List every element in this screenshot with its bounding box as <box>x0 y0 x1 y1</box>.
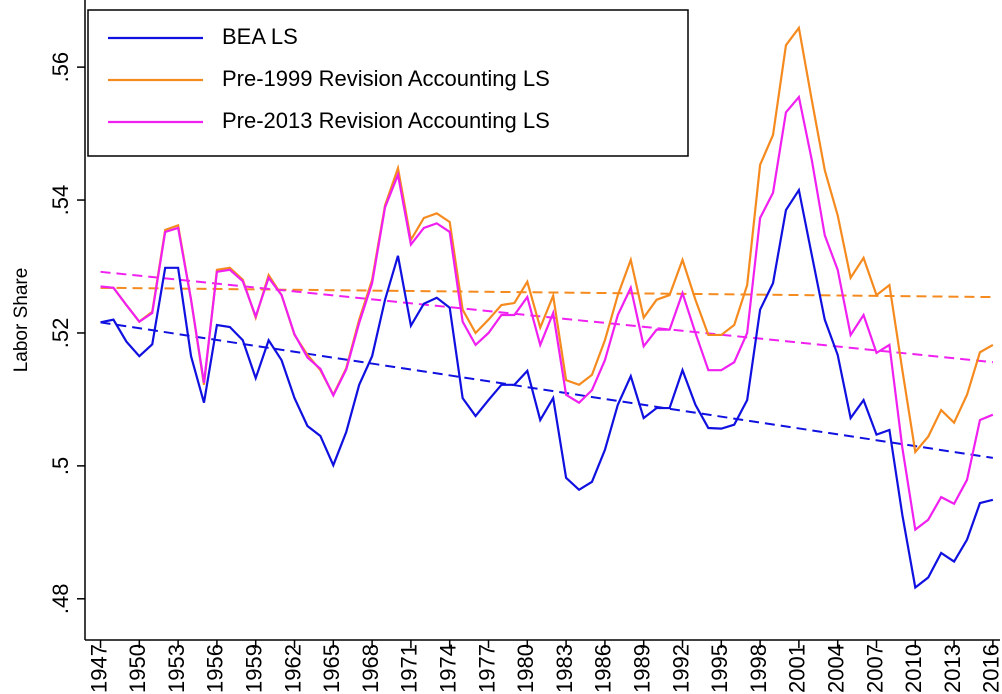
legend-label: BEA LS <box>222 24 298 49</box>
y-tick-label: .54 <box>48 185 73 216</box>
x-tick-label: 2004 <box>824 644 849 693</box>
x-tick-label: 1947 <box>86 644 111 693</box>
trend-line <box>100 286 993 299</box>
x-tick-label: 1995 <box>707 644 732 693</box>
x-tick-label: 1998 <box>746 644 771 693</box>
x-tick-label: 1983 <box>552 644 577 693</box>
x-tick-label: 1965 <box>319 644 344 693</box>
x-tick-label: 1953 <box>164 644 189 693</box>
series-line <box>100 94 994 532</box>
x-tick-label: 2007 <box>862 644 887 693</box>
x-tick-label: 1989 <box>630 644 655 693</box>
legend-label: Pre-1999 Revision Accounting LS <box>222 66 550 91</box>
series-line <box>100 187 994 590</box>
y-axis-label: Labor Share <box>11 268 32 373</box>
x-tick-label: 1956 <box>203 644 228 693</box>
x-tick-label: 1962 <box>280 644 305 693</box>
y-tick-label: .48 <box>48 583 73 614</box>
x-tick-label: 1974 <box>436 644 461 693</box>
x-tick-label: 1959 <box>242 644 267 693</box>
y-tick-label: .5 <box>48 457 73 475</box>
y-tick-label: .52 <box>48 318 73 349</box>
x-tick-label: 1986 <box>591 644 616 693</box>
x-tick-label: 2010 <box>901 644 926 693</box>
x-tick-label: 2016 <box>979 644 1002 693</box>
x-tick-label: 1950 <box>125 644 150 693</box>
x-tick-label: 1980 <box>513 644 538 693</box>
x-tick-label: 1977 <box>474 644 499 693</box>
x-tick-label: 1992 <box>668 644 693 693</box>
legend-label: Pre-2013 Revision Accounting LS <box>222 108 550 133</box>
trend-line <box>100 270 993 364</box>
x-tick-label: 1971 <box>397 644 422 693</box>
x-tick-label: 2013 <box>940 644 965 693</box>
x-tick-label: 1968 <box>358 644 383 693</box>
legend-box <box>87 9 689 157</box>
y-tick-label: .56 <box>48 52 73 83</box>
trend-line <box>100 321 994 459</box>
x-tick-label: 2001 <box>785 644 810 693</box>
